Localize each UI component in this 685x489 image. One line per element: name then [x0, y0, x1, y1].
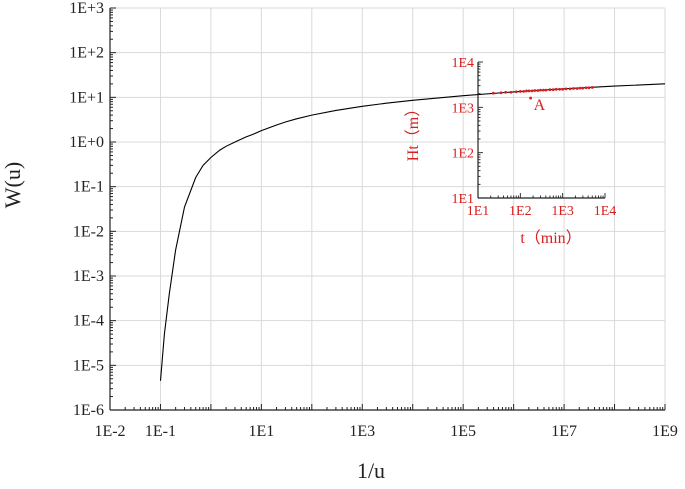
- inset-x-tick-label: 1E2: [509, 204, 532, 219]
- inset-x-axis-title: t（min）: [520, 229, 581, 247]
- inset-data-point: [558, 87, 562, 91]
- y-tick-label: 1E-3: [73, 268, 104, 285]
- inset-y-tick-label: 1E4: [451, 56, 474, 71]
- inset-data-point: [572, 87, 575, 90]
- inset-y-tick-label: 1E3: [451, 101, 474, 116]
- x-tick-label: 1E1: [248, 423, 274, 440]
- inset-y-tick-label: 1E2: [451, 147, 474, 162]
- inset-data-point: [561, 87, 565, 91]
- inset-y-axis-title: Ht（m）: [404, 101, 422, 161]
- inset-data-point: [590, 86, 594, 89]
- inset-data-point: [564, 87, 568, 91]
- inset-x-tick-label: 1E1: [467, 204, 490, 219]
- x-tick-label: 1E9: [652, 423, 678, 440]
- main-plot-frame: [109, 8, 665, 411]
- x-tick-label: 1E-2: [94, 423, 125, 440]
- inset-data-point: [529, 96, 533, 100]
- inset-axis-ticks: [477, 61, 606, 199]
- main-y-tick-labels: 1E-6 1E-5 1E-4 1E-3 1E-2 1E-1 1E+0 1E+1 1E+2 1E+3: [69, 0, 104, 419]
- series-line: [159, 83, 666, 381]
- x-tick-label: 1E-1: [145, 423, 176, 440]
- inset-data-point: [533, 89, 537, 92]
- inset-data-point: [541, 88, 545, 92]
- inset-data-point: [587, 86, 591, 90]
- y-tick-label: 1E+2: [69, 45, 104, 62]
- inset-data-point: [530, 89, 534, 93]
- inset-data-point: [509, 90, 513, 94]
- y-tick-label: 1E-1: [73, 179, 104, 196]
- inset-data-point: [536, 89, 540, 92]
- inset-data-point: [554, 87, 558, 91]
- inset-plot-frame: [477, 62, 605, 199]
- main-series: [159, 83, 666, 381]
- inset-x-tick-label: 1E4: [594, 204, 617, 219]
- inset-data-point: [527, 89, 531, 93]
- y-tick-label: 1E-5: [73, 357, 104, 374]
- inset-data-point: [584, 86, 588, 90]
- inset-data-point: [504, 90, 508, 94]
- x-tick-label: 1E3: [349, 423, 375, 440]
- inset-data-point: [525, 89, 528, 93]
- y-tick-label: 1E-4: [73, 313, 104, 330]
- main-x-tick-labels: 1E-2 1E-1 1E1 1E3 1E5 1E7 1E9: [94, 423, 677, 440]
- main-axis-ticks: [109, 7, 666, 411]
- inset-data-point: [499, 91, 503, 95]
- inset-data-point: [544, 88, 548, 92]
- inset-x-tick-label: 1E3: [551, 204, 574, 219]
- inset-data-point: [518, 89, 522, 93]
- inset-data-point: [578, 86, 582, 90]
- inset-data-point: [514, 90, 518, 94]
- y-tick-label: 1E-6: [73, 402, 104, 419]
- inset-data-point: [581, 86, 585, 90]
- inset-annotation-label: A: [534, 97, 546, 114]
- y-tick-label: 1E+0: [69, 134, 104, 151]
- y-tick-label: 1E-2: [73, 223, 104, 240]
- inset-x-tick-labels: 1E1 1E2 1E3 1E4: [467, 204, 617, 219]
- x-tick-label: 1E5: [450, 423, 476, 440]
- inset-data-point: [539, 88, 542, 92]
- inset-plot-area: [478, 62, 605, 198]
- inset-series: [491, 86, 594, 100]
- inset-y-tick-labels: 1E1 1E2 1E3 1E4: [451, 56, 474, 207]
- inset-annotations: A: [534, 97, 546, 114]
- inset-data-point: [522, 89, 526, 93]
- x-axis-title: 1/u: [357, 458, 385, 483]
- inset-data-point: [551, 88, 555, 92]
- inset-data-point: [548, 88, 552, 92]
- inset-data-point: [575, 87, 579, 90]
- inset-data-point: [491, 91, 495, 95]
- y-axis-title: W(u): [0, 162, 25, 208]
- y-tick-label: 1E+1: [69, 89, 104, 106]
- x-tick-label: 1E7: [551, 423, 577, 440]
- inset-data-point: [568, 87, 572, 91]
- y-tick-label: 1E+3: [69, 0, 104, 17]
- inset-y-tick-label: 1E1: [451, 192, 474, 207]
